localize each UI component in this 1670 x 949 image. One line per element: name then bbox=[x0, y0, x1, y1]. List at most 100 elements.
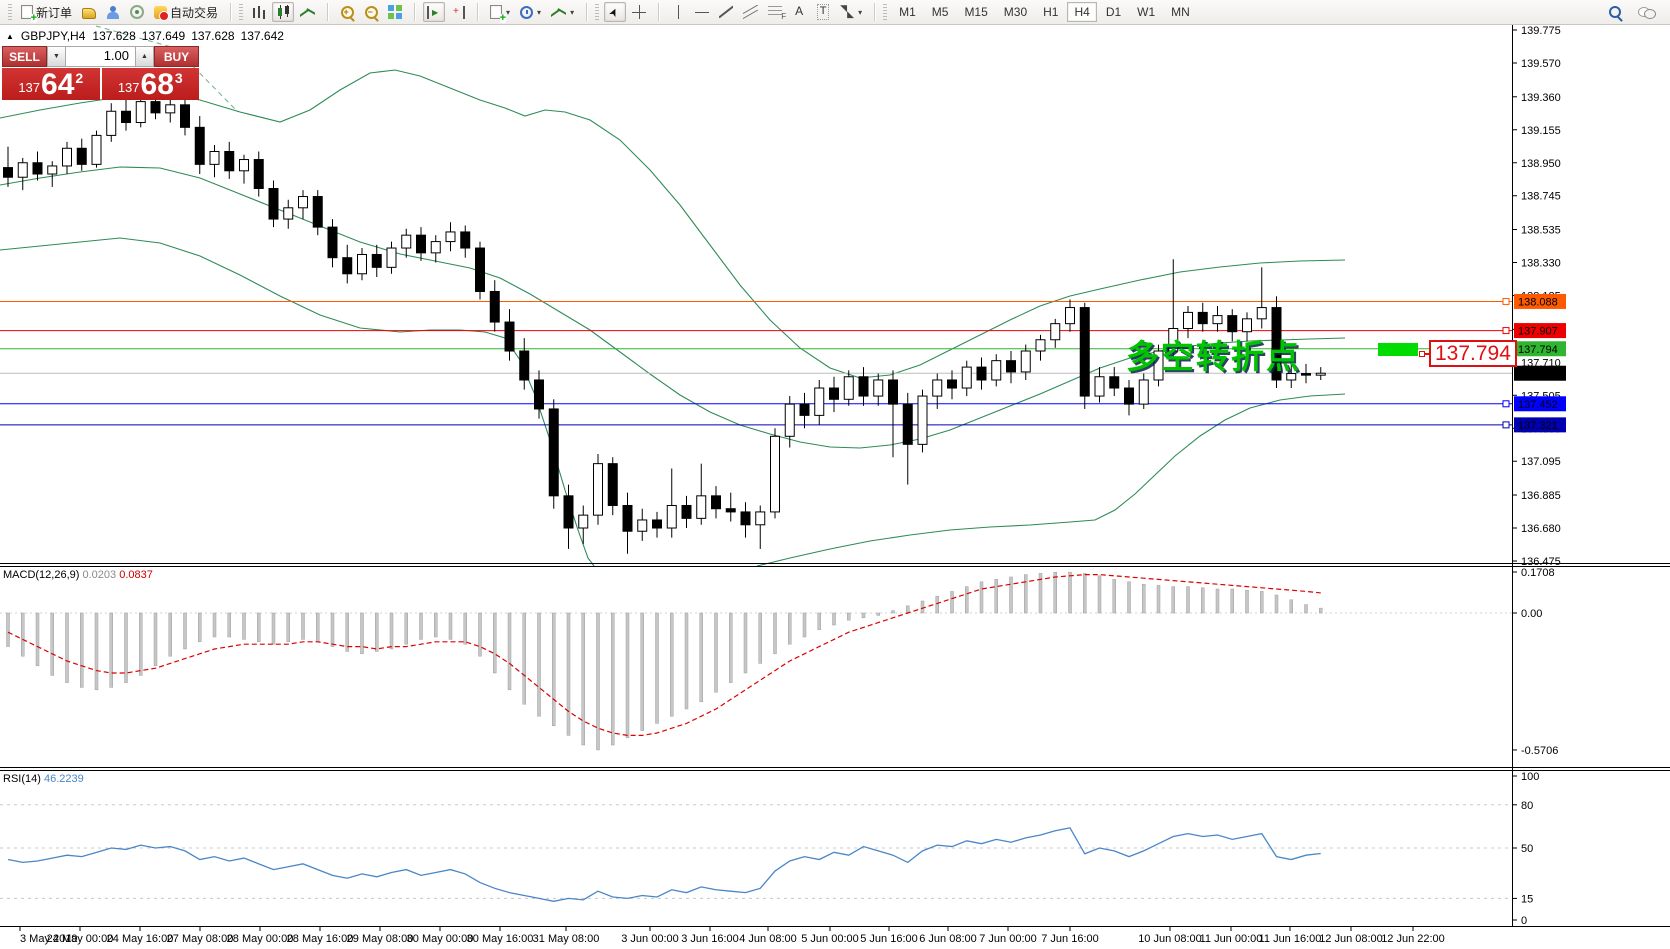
svg-text:29 May 08:00: 29 May 08:00 bbox=[347, 933, 414, 945]
svg-text:7 Jun 00:00: 7 Jun 00:00 bbox=[979, 933, 1037, 945]
arrows-icon bbox=[840, 3, 854, 20]
timeframe-h4[interactable]: H4 bbox=[1067, 2, 1097, 22]
svg-text:137.321: 137.321 bbox=[1518, 420, 1558, 432]
buy-price-pip: 3 bbox=[174, 70, 183, 86]
volume-decrease-button[interactable]: ▼ bbox=[47, 46, 66, 67]
candlestick-mode-button[interactable] bbox=[272, 2, 295, 22]
svg-text:139.570: 139.570 bbox=[1521, 58, 1561, 70]
buy-price-main: 68 bbox=[140, 68, 174, 101]
highlight-rectangle[interactable] bbox=[1378, 343, 1418, 356]
crosshair-icon bbox=[632, 5, 647, 19]
zoom-in-button[interactable]: + bbox=[336, 2, 358, 22]
crosshair-button[interactable] bbox=[628, 2, 650, 22]
price-tag-137.794 bbox=[1514, 341, 1566, 357]
timeframe-m1[interactable]: M1 bbox=[899, 5, 916, 19]
chart-shift-icon bbox=[427, 5, 441, 19]
svg-text:138.088: 138.088 bbox=[1518, 296, 1558, 308]
text-button[interactable]: A bbox=[788, 2, 810, 22]
autotrading-label: 自动交易 bbox=[170, 5, 219, 20]
svg-text:139.155: 139.155 bbox=[1521, 125, 1561, 137]
autotrading-icon bbox=[154, 5, 170, 21]
zoom-out-button[interactable]: − bbox=[360, 2, 382, 22]
auto-scroll-button[interactable] bbox=[447, 2, 469, 22]
bar-chart-icon bbox=[252, 5, 267, 19]
sell-price-button[interactable]: 137 64 2 bbox=[2, 68, 100, 100]
timeframe-mn[interactable]: MN bbox=[1171, 5, 1190, 19]
template-icon bbox=[551, 6, 566, 18]
fibonacci-icon bbox=[768, 6, 786, 21]
svg-text:80: 80 bbox=[1521, 800, 1533, 812]
price-callout[interactable]: 137.794 bbox=[1419, 340, 1517, 367]
line-chart-mode-button[interactable] bbox=[296, 2, 319, 22]
profiles-button[interactable]: ▾ bbox=[516, 2, 545, 22]
buy-button[interactable]: BUY bbox=[154, 46, 199, 67]
zoom-in-icon: + bbox=[340, 5, 354, 19]
trendline-icon bbox=[719, 5, 733, 19]
text-label-button[interactable]: T bbox=[812, 2, 834, 22]
sell-button[interactable]: SELL bbox=[2, 46, 47, 67]
quote-close: 137.642 bbox=[240, 29, 284, 43]
timeframe-group: M1 M5 M15 M30 H1 H4 D1 W1 MN bbox=[879, 2, 1201, 22]
macd-indicator-label: MACD(12,26,9) 0.0203 0.0837 bbox=[3, 569, 153, 581]
signals-button[interactable] bbox=[126, 2, 148, 22]
timeframe-m30[interactable]: M30 bbox=[1003, 5, 1028, 19]
search-icon bbox=[1609, 6, 1621, 18]
buy-price-prefix: 137 bbox=[117, 80, 140, 95]
timeframe-m5[interactable]: M5 bbox=[931, 5, 949, 19]
new-order-button[interactable]: 新订单 bbox=[17, 2, 76, 23]
callout-price-text: 137.794 bbox=[1429, 340, 1517, 367]
svg-text:5 Jun 16:00: 5 Jun 16:00 bbox=[860, 933, 918, 945]
timeframe-h1[interactable]: H1 bbox=[1043, 5, 1059, 19]
buy-price-button[interactable]: 137 68 3 bbox=[101, 68, 199, 101]
bar-chart-mode-button[interactable] bbox=[248, 2, 270, 22]
chat-icon bbox=[1638, 6, 1656, 19]
chat-button[interactable] bbox=[1634, 2, 1658, 22]
new-chart-button[interactable]: ▾ bbox=[486, 2, 514, 23]
svg-text:137.907: 137.907 bbox=[1518, 326, 1558, 338]
svg-text:4 Jun 08:00: 4 Jun 08:00 bbox=[739, 933, 797, 945]
search-button[interactable] bbox=[1604, 2, 1626, 22]
fibonacci-button[interactable] bbox=[764, 2, 786, 22]
arrows-button[interactable]: ▾ bbox=[836, 2, 866, 22]
autotrading-button[interactable]: 自动交易 bbox=[150, 2, 222, 22]
macd-name: MACD(12,26,9) bbox=[3, 569, 80, 581]
svg-text:12 Jun 08:00: 12 Jun 08:00 bbox=[1319, 933, 1383, 945]
svg-text:136.885: 136.885 bbox=[1521, 490, 1561, 502]
svg-text:100: 100 bbox=[1521, 771, 1539, 783]
timeframe-d1[interactable]: D1 bbox=[1105, 5, 1122, 19]
svg-text:3 May 2019: 3 May 2019 bbox=[20, 933, 77, 945]
bollinger-upper bbox=[0, 69, 1346, 379]
timeframe-m15[interactable]: M15 bbox=[964, 5, 988, 19]
callout-link-line bbox=[1425, 352, 1429, 355]
trendline-button[interactable] bbox=[715, 2, 737, 22]
templates-button[interactable]: ▾ bbox=[547, 2, 578, 22]
svg-text:136.475: 136.475 bbox=[1521, 556, 1561, 568]
candlestick-icon bbox=[276, 5, 291, 19]
signal-icon bbox=[130, 5, 145, 19]
chart-canvas[interactable]: 139.775 139.570 139.360 139.155 138.950 138.7… bbox=[0, 25, 1670, 949]
vertical-line-button[interactable] bbox=[667, 2, 689, 22]
tile-windows-button[interactable] bbox=[384, 2, 406, 22]
volume-input[interactable]: 1.00 bbox=[66, 46, 135, 67]
svg-text:137.642: 137.642 bbox=[1518, 368, 1558, 380]
timeframe-w1[interactable]: W1 bbox=[1137, 5, 1156, 19]
volume-increase-button[interactable]: ▲ bbox=[135, 46, 154, 67]
trend-annotation-text[interactable]: 多空转折点 bbox=[1126, 338, 1301, 375]
svg-text:12 Jun 22:00: 12 Jun 22:00 bbox=[1381, 933, 1445, 945]
svg-text:30 May 00:00: 30 May 00:00 bbox=[407, 933, 474, 945]
svg-text:28 May 16:00: 28 May 16:00 bbox=[287, 933, 354, 945]
cursor-button[interactable] bbox=[604, 2, 627, 22]
navigator-button[interactable] bbox=[102, 2, 124, 22]
chart-shift-button[interactable] bbox=[423, 2, 446, 22]
svg-text:138.535: 138.535 bbox=[1521, 225, 1561, 237]
channel-button[interactable] bbox=[739, 2, 762, 22]
rsi-line bbox=[7, 827, 1321, 902]
market-watch-button[interactable] bbox=[78, 2, 100, 22]
horizontal-line-button[interactable] bbox=[691, 2, 713, 22]
svg-text:7 Jun 16:00: 7 Jun 16:00 bbox=[1041, 933, 1099, 945]
new-order-label: 新订单 bbox=[36, 5, 73, 20]
one-click-trade-panel: SELL ▼ 1.00 ▲ BUY 137 64 2 137 68 3 bbox=[2, 46, 199, 100]
quote-high: 137.649 bbox=[141, 29, 186, 43]
horizontal-line-icon bbox=[695, 7, 710, 17]
